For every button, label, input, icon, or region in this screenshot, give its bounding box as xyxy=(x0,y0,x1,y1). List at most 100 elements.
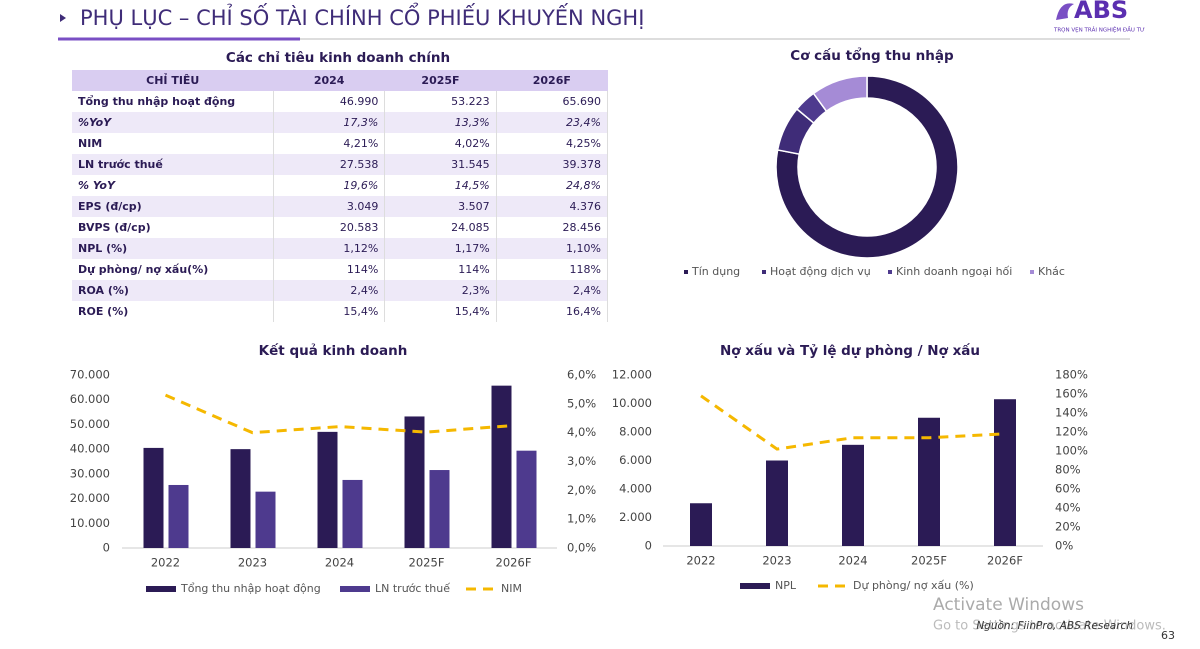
x-tick-label: 2026F xyxy=(987,554,1023,568)
bar xyxy=(429,470,450,548)
table-cell: ROA (%) xyxy=(72,280,274,301)
table-cell: LN trước thuế xyxy=(72,154,274,175)
y-tick-label: 8.000 xyxy=(619,425,652,439)
x-tick-label: 2022 xyxy=(151,556,180,570)
table-cell: 2,3% xyxy=(384,280,497,301)
table-cell: 15,4% xyxy=(384,301,497,322)
y-tick-label: 60.000 xyxy=(70,392,110,406)
table-cell: 1,10% xyxy=(496,238,609,259)
bar xyxy=(342,479,363,548)
table-cell: 27.538 xyxy=(273,154,386,175)
table-cell: 4,21% xyxy=(273,133,386,154)
legend-label: LN trước thuế xyxy=(375,582,450,595)
y2-tick-label: 100% xyxy=(1055,444,1088,458)
x-tick-label: 2024 xyxy=(325,556,354,570)
y2-tick-label: 6,0% xyxy=(567,368,596,382)
logo-icon xyxy=(1056,3,1074,20)
table-cell: BVPS (đ/cp) xyxy=(72,217,274,238)
table-cell: NPL (%) xyxy=(72,238,274,259)
bullet xyxy=(60,14,66,22)
legend-marker xyxy=(146,586,176,592)
source: Nguồn: FiinPro, ABS Research xyxy=(976,620,1133,632)
legend-label: NIM xyxy=(501,582,522,595)
table-cell: Tổng thu nhập hoạt động xyxy=(72,91,274,112)
bar xyxy=(766,460,788,546)
legend-label: Khác xyxy=(1038,265,1065,278)
y-tick-label: 0 xyxy=(645,539,652,553)
table-cell: 46.990 xyxy=(273,91,386,112)
table-cell: 1,12% xyxy=(273,238,386,259)
y-tick-label: 10.000 xyxy=(612,396,652,410)
table-title: Các chỉ tiêu kinh doanh chính xyxy=(226,50,450,66)
y-tick-label: 10.000 xyxy=(70,516,110,530)
y2-tick-label: 0,0% xyxy=(567,541,596,555)
legend-label: Kinh doanh ngoại hối xyxy=(896,265,1012,278)
table-cell: 13,3% xyxy=(384,112,497,133)
table-cell: 114% xyxy=(273,259,386,280)
bar xyxy=(918,417,940,546)
bar xyxy=(317,431,338,548)
chart-title: Nợ xấu và Tỷ lệ dự phòng / Nợ xấu xyxy=(720,342,980,359)
table-cell: % YoY xyxy=(72,175,274,196)
table-row: %YoY 17,3% 13,3% 23,4% xyxy=(72,112,609,133)
legend-label: NPL xyxy=(775,579,797,592)
bar xyxy=(491,385,512,548)
table-cell: ROE (%) xyxy=(72,301,274,322)
table-row: % YoY 19,6% 14,5% 24,8% xyxy=(72,175,609,196)
x-tick-label: 2025F xyxy=(911,554,947,568)
bar xyxy=(404,416,425,548)
legend-marker xyxy=(888,270,892,274)
table-cell: 14,5% xyxy=(384,175,497,196)
table-cell: 2,4% xyxy=(496,280,609,301)
column-header: 2024 xyxy=(273,70,385,91)
donut-slice xyxy=(812,75,868,113)
table-cell: 3.507 xyxy=(384,196,497,217)
y2-tick-label: 2,0% xyxy=(567,483,596,497)
watermark: Activate Windows xyxy=(933,595,1084,615)
table-cell: 31.545 xyxy=(384,154,497,175)
y2-tick-label: 60% xyxy=(1055,482,1081,496)
y2-tick-label: 120% xyxy=(1055,425,1088,439)
legend-label: Dự phòng/ nợ xấu (%) xyxy=(853,579,974,592)
bar xyxy=(230,449,251,548)
table-row: Tổng thu nhập hoạt động 46.990 53.223 65.69… xyxy=(72,91,609,112)
table-cell: 118% xyxy=(496,259,609,280)
table-cell: Dự phòng/ nợ xấu(%) xyxy=(72,259,274,280)
y-tick-label: 50.000 xyxy=(70,417,110,431)
logo: ABS xyxy=(1074,0,1128,24)
table-cell: 1,17% xyxy=(384,238,497,259)
table-cell: 24,8% xyxy=(496,175,609,196)
slide-title: PHỤ LỤC – CHỈ SỐ TÀI CHÍNH CỔ PHIẾU KHUY… xyxy=(80,2,644,30)
table-cell: 114% xyxy=(384,259,497,280)
data-table: CHỈ TIÊU 2024 2025F 2026F Tổng thu nhập hoạt… xyxy=(72,70,609,322)
line xyxy=(700,394,1006,451)
table-cell: 16,4% xyxy=(496,301,609,322)
y2-tick-label: 0% xyxy=(1055,539,1073,553)
x-tick-label: 2024 xyxy=(838,554,867,568)
table-cell: NIM xyxy=(72,133,274,154)
x-tick-label: 2023 xyxy=(762,554,791,568)
chart-title: Cơ cấu tổng thu nhập xyxy=(790,47,954,64)
y-tick-label: 40.000 xyxy=(70,442,110,456)
logo-tagline: TRỌN VẸN TRẢI NGHIỆM ĐẦU TƯ xyxy=(1053,26,1145,34)
y-tick-label: 0 xyxy=(103,541,110,555)
table-cell: 65.690 xyxy=(496,91,609,112)
legend-marker xyxy=(340,586,370,592)
bar xyxy=(168,484,189,548)
legend-label: Hoạt động dịch vụ xyxy=(770,265,871,278)
table-row: BVPS (đ/cp) 20.583 24.085 28.456 xyxy=(72,217,609,238)
y-tick-label: 6.000 xyxy=(619,453,652,467)
y-tick-label: 30.000 xyxy=(70,466,110,480)
y2-tick-label: 160% xyxy=(1055,387,1088,401)
table-cell: 39.378 xyxy=(496,154,609,175)
y-tick-label: 4.000 xyxy=(619,482,652,496)
table-cell: 4,02% xyxy=(384,133,497,154)
table-row: LN trước thuế 27.538 31.545 39.378 xyxy=(72,154,609,175)
table-row: ROA (%) 2,4% 2,3% 2,4% xyxy=(72,280,609,301)
table-cell: 23,4% xyxy=(496,112,609,133)
y2-tick-label: 40% xyxy=(1055,501,1081,515)
table-cell: 24.085 xyxy=(384,217,497,238)
table-cell: %YoY xyxy=(72,112,274,133)
x-tick-label: 2022 xyxy=(686,554,715,568)
y2-tick-label: 3,0% xyxy=(567,454,596,468)
